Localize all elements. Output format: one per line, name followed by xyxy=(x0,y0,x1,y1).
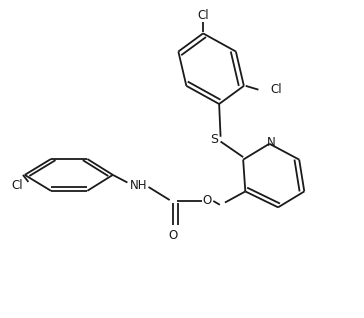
Text: O: O xyxy=(203,195,212,207)
Text: Cl: Cl xyxy=(270,83,282,96)
Text: O: O xyxy=(169,230,178,242)
Text: Cl: Cl xyxy=(12,179,23,191)
Text: S: S xyxy=(210,134,218,146)
Text: NH: NH xyxy=(130,179,147,191)
Text: Cl: Cl xyxy=(197,10,209,22)
Text: N: N xyxy=(266,136,275,149)
